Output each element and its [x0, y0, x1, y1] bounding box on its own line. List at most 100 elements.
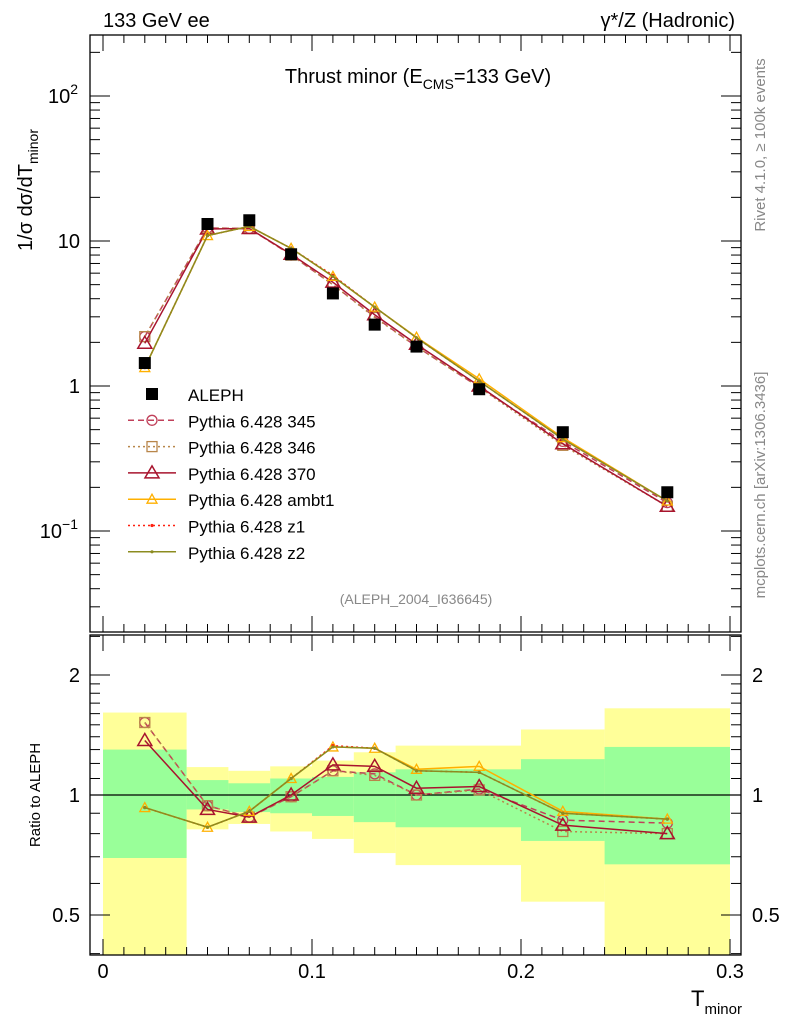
- marker-dot: [150, 523, 154, 528]
- legend-label: Pythia 6.428 z1: [188, 518, 305, 537]
- marker-square: [556, 426, 569, 439]
- ratio-y-tick-label-right: 2: [752, 665, 763, 687]
- y-tick-label: 102: [48, 81, 78, 108]
- marker-triangle: [554, 435, 572, 450]
- marker-square: [368, 318, 381, 331]
- ratio-band-inner: [521, 759, 605, 841]
- marker-triangle: [136, 334, 154, 350]
- legend-label: ALEPH: [188, 386, 244, 405]
- marker-dot: [477, 770, 481, 774]
- tick-exponent: −1: [62, 516, 78, 532]
- ratio-band-inner: [395, 769, 521, 828]
- legend: ALEPH Pythia 6.428 345 Pythia 6.428 346 Pyt…: [128, 386, 334, 563]
- marker-triangle: [282, 786, 300, 801]
- x-tick-label: 0.2: [507, 961, 535, 983]
- marker-dot: [247, 809, 251, 813]
- marker-triangle-small: [326, 270, 340, 282]
- ratio-line: [144, 739, 668, 835]
- marker-triangle-small: [145, 492, 159, 504]
- marker-triangle-small: [243, 804, 256, 816]
- main-frame: [89, 34, 742, 633]
- marker-dot: [665, 817, 669, 821]
- ratio-y-tick-label-right: 1: [752, 785, 763, 807]
- marker-triangle: [199, 800, 216, 816]
- tick-base: 10: [58, 231, 80, 253]
- header-left: 133 GeV ee: [103, 10, 210, 32]
- ratio-series-pythia-6-428-z2: [143, 745, 669, 829]
- xlabel: Tminor: [691, 986, 742, 1018]
- marker-dot: [561, 437, 565, 441]
- marker-triangle-small: [473, 760, 486, 771]
- x-tick-label: 0: [97, 961, 108, 983]
- marker-triangle-small: [661, 494, 674, 506]
- x-tick-label: 0.1: [298, 961, 326, 983]
- marker-square: [473, 383, 486, 396]
- marker-square-open: [139, 330, 151, 343]
- ratio-y-tick-label-left: 0.5: [52, 905, 80, 927]
- marker-triangle: [408, 779, 425, 794]
- marker-triangle: [470, 778, 488, 793]
- marker-square: [661, 486, 674, 499]
- legend-item: Pythia 6.428 ambt1: [128, 491, 334, 510]
- marker-square: [146, 388, 158, 400]
- marker-square: [243, 214, 256, 227]
- marker-circle: [146, 414, 158, 426]
- marker-triangle: [143, 464, 161, 479]
- ratio-line: [144, 722, 668, 835]
- reference-label: (ALEPH_2004_I636645): [340, 591, 493, 607]
- legend-item: Pythia 6.428 345: [128, 412, 316, 431]
- marker-dot: [289, 776, 293, 781]
- legend-label: Pythia 6.428 ambt1: [188, 491, 334, 510]
- legend-item: Pythia 6.428 346: [128, 439, 316, 458]
- marker-triangle: [554, 816, 572, 831]
- marker-dot: [373, 746, 377, 750]
- marker-dot: [665, 499, 669, 503]
- legend-item: Pythia 6.428 z1: [128, 518, 305, 537]
- legend-item: Pythia 6.428 370: [128, 464, 316, 484]
- marker-triangle: [324, 273, 342, 288]
- marker-triangle: [240, 808, 258, 823]
- y-tick-label: 10: [58, 231, 80, 253]
- ratio-band-inner: [228, 783, 271, 813]
- ylabel-pre: 1/σ dσ/dT: [15, 164, 37, 251]
- rivet-label: Rivet 4.1.0, ≥ 100k events: [752, 58, 769, 231]
- marker-triangle-small: [473, 372, 486, 384]
- marker-square: [138, 357, 151, 370]
- legend-label: Pythia 6.428 z2: [188, 544, 305, 563]
- ratio-y-tick-label-right: 0.5: [752, 905, 780, 927]
- marker-dot: [414, 336, 419, 340]
- ratio-series-pythia-6-428-346: [139, 716, 673, 840]
- tick-exponent: 2: [70, 81, 78, 97]
- marker-dot: [205, 233, 210, 238]
- marker-square: [326, 287, 339, 300]
- marker-triangle-small: [368, 300, 381, 312]
- title-post: =133 GeV): [454, 66, 551, 88]
- tick-base: 10: [40, 521, 62, 543]
- xlabel-sub: minor: [704, 1001, 742, 1018]
- ratio-ylabel: Ratio to ALEPH: [27, 743, 44, 847]
- ratio-line: [144, 746, 668, 829]
- marker-triangle: [136, 732, 154, 747]
- marker-square: [285, 248, 298, 261]
- marker-dot: [150, 550, 154, 554]
- ratio-y-tick-label-left: 2: [69, 665, 80, 687]
- xlabel-pre: T: [691, 986, 704, 1011]
- tick-base: 1: [69, 376, 80, 398]
- ylabel-sub: minor: [25, 129, 41, 164]
- legend-item: Pythia 6.428 z2: [128, 544, 305, 563]
- series-pythia-6-428-ambt1: [138, 220, 674, 506]
- marker-triangle: [658, 825, 676, 840]
- legend-label: Pythia 6.428 370: [188, 465, 316, 484]
- marker-triangle-small: [284, 772, 298, 784]
- mcplots-label: mcplots.cern.ch [arXiv:1306.3436]: [752, 372, 769, 599]
- legend-label: Pythia 6.428 345: [188, 412, 316, 431]
- marker-triangle: [366, 757, 384, 773]
- marker-dot: [414, 769, 419, 773]
- y-tick-label: 1: [69, 376, 80, 398]
- y-tick-label: 10−1: [40, 516, 78, 543]
- series-line: [144, 227, 668, 507]
- marker-square-open: [146, 440, 158, 453]
- title-sub: CMS: [423, 76, 454, 92]
- marker-square: [410, 340, 423, 353]
